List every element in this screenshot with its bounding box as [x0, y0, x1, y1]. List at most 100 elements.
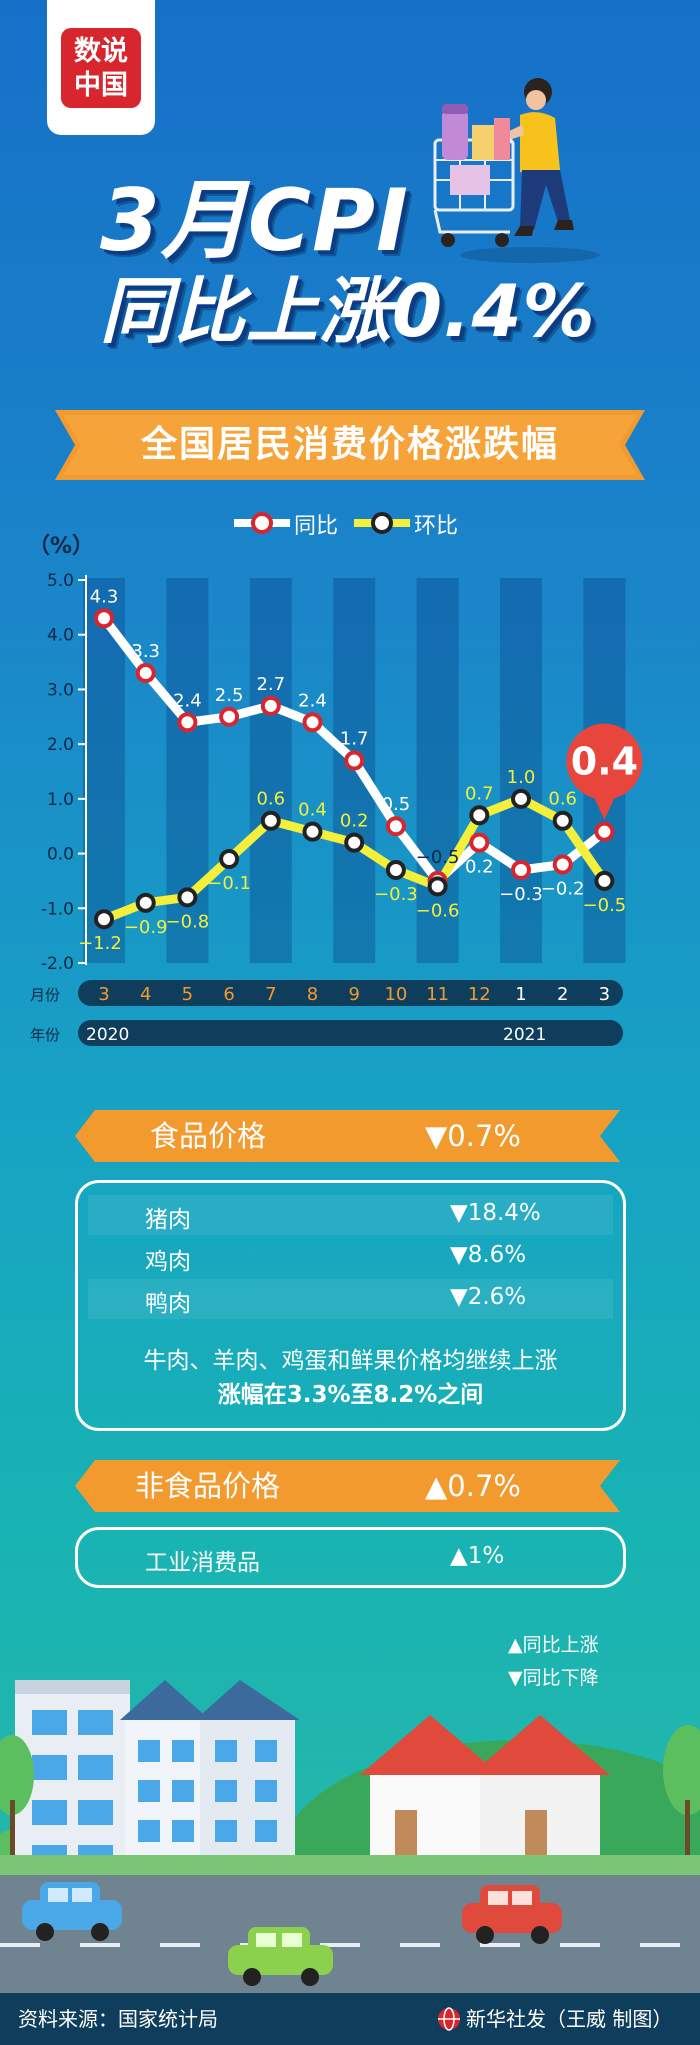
food-bar-shape — [75, 1110, 620, 1162]
food-item-duck-change: ▼2.6% — [450, 1284, 527, 1310]
xinhua-globe-icon — [438, 2007, 460, 2031]
mom-data-label: 0.2 — [340, 811, 369, 832]
mom-data-label: −0.5 — [583, 895, 627, 916]
yoy-data-label: 0.2 — [465, 857, 494, 878]
x-tick-label: 2 — [557, 984, 568, 1005]
y-tick-label: -2.0 — [41, 954, 74, 974]
mom-data-label: 0.7 — [465, 783, 494, 804]
yoy-data-label: 2.7 — [256, 674, 285, 695]
footer-source: 资料来源：国家统计局 — [18, 2007, 218, 2031]
data-point — [552, 854, 573, 875]
year-axis-label: 年份 — [30, 1026, 60, 1044]
yoy-data-label: 3.3 — [131, 641, 160, 662]
mom-data-label: −0.9 — [124, 917, 168, 938]
legend-yoy-marker — [234, 512, 290, 534]
food-item-duck: 鸭肉 — [145, 1291, 191, 1317]
row-bg — [88, 1279, 613, 1319]
food-item-chicken-change: ▼8.6% — [450, 1242, 527, 1268]
data-point — [552, 810, 573, 831]
shopper-illustration — [433, 78, 600, 263]
blue-car-icon — [22, 1882, 122, 1941]
nonfood-item-industrial: 工业消费品 — [145, 1550, 260, 1576]
yoy-data-label: −0.5 — [416, 847, 460, 868]
food-detail-box: 猪肉 ▼18.4% 鸡肉 ▼8.6% 鸭肉 ▼2.6% 牛肉、羊肉、鸡蛋和鲜果价… — [75, 1180, 626, 1431]
legend-yoy-label: 同比 — [294, 514, 339, 539]
food-title: 食品价格 — [150, 1119, 267, 1153]
cpi-line-chart: （%） 5.0 4.0 3.0 2.0 1.0 0.0 -1.0 -2.0 4.3 3.3 2.4… — [28, 534, 643, 1046]
x-tick-label: 3 — [98, 984, 109, 1005]
x-tick-label: 11 — [426, 984, 449, 1005]
y-axis: 5.0 4.0 3.0 2.0 1.0 0.0 -1.0 -2.0 — [41, 571, 87, 974]
data-point — [135, 663, 156, 684]
y-tick-label: -1.0 — [41, 899, 74, 919]
data-point — [177, 712, 198, 733]
mom-data-label: −0.6 — [416, 900, 460, 921]
data-point — [469, 805, 490, 826]
x-tick-label: 4 — [140, 984, 151, 1005]
legend-mom-marker — [354, 512, 410, 534]
logo-line2: 中国 — [74, 70, 128, 101]
mom-data-label: 0.4 — [298, 800, 327, 821]
food-item-chicken: 鸡肉 — [145, 1249, 191, 1275]
year-axis-bar — [78, 1020, 623, 1046]
x-tick-label: 8 — [307, 984, 318, 1005]
nonfood-detail-box: 工业消费品 ▲1% — [75, 1527, 626, 1588]
data-point — [594, 870, 615, 891]
mom-data-label: 0.6 — [256, 789, 285, 810]
logo: 数说 中国 — [47, 0, 155, 135]
data-point — [344, 832, 365, 853]
footer-credit: 新华社发（王威 制图） — [466, 2007, 673, 2031]
food-note-line1: 牛肉、羊肉、鸡蛋和鲜果价格均继续上涨 — [143, 1348, 558, 1374]
nonfood-bar-shape — [75, 1460, 620, 1512]
mom-data-label: −0.1 — [207, 873, 251, 894]
data-point — [177, 887, 198, 908]
y-axis-label: （%） — [28, 534, 94, 559]
symbol-legend-up: ▲同比上涨 — [508, 1634, 599, 1656]
logo-seal: 数说 中国 — [61, 28, 141, 108]
x-tick-label: 12 — [468, 984, 491, 1005]
column-band — [500, 578, 542, 963]
x-tick-label: 3 — [599, 984, 610, 1005]
food-item-pork: 猪肉 — [145, 1207, 191, 1233]
title-ribbon — [55, 410, 645, 480]
column-band — [249, 578, 292, 963]
row-bg — [88, 1195, 613, 1235]
y-tick-label: 1.0 — [47, 790, 74, 810]
legend-mom-label: 环比 — [414, 514, 459, 539]
yoy-data-label: −0.3 — [499, 884, 543, 905]
month-axis-label: 月份 — [30, 986, 60, 1004]
food-item-pork-change: ▼18.4% — [450, 1200, 541, 1226]
yoy-data-label: 0.5 — [382, 794, 411, 815]
footer: 资料来源：国家统计局 新华社发（王威 制图） — [0, 1993, 700, 2045]
year-label: 2021 — [503, 1025, 546, 1045]
chart-title: 全国居民消费价格涨跌幅 — [140, 424, 559, 465]
y-tick-label: 0.0 — [47, 845, 74, 865]
x-tick-label: 9 — [348, 984, 359, 1005]
food-change: ▼0.7% — [425, 1119, 521, 1153]
x-tick-label: 7 — [265, 984, 276, 1005]
nonfood-item-industrial-change: ▲1% — [450, 1543, 505, 1569]
headline-line1: 3月CPI — [100, 171, 409, 271]
logo-line1: 数说 — [74, 36, 128, 67]
callout: 0.4 — [566, 723, 643, 820]
mom-data-label: −1.2 — [78, 933, 122, 954]
mom-data-label: −0.8 — [166, 911, 210, 932]
town-scenery — [0, 1680, 700, 1995]
yoy-data-label: 4.3 — [90, 586, 119, 607]
data-point — [219, 849, 240, 870]
data-point — [302, 821, 323, 842]
column-band — [416, 578, 459, 963]
mom-data-label: −0.3 — [374, 884, 418, 905]
red-car-icon — [462, 1885, 562, 1944]
symbol-legend-down: ▼同比下降 — [508, 1667, 599, 1689]
data-point — [427, 876, 448, 897]
data-point — [94, 909, 114, 930]
nonfood-title: 非食品价格 — [135, 1469, 281, 1503]
yoy-data-label: 2.5 — [215, 685, 244, 706]
series-points — [94, 608, 615, 930]
data-labels: 4.33.32.4 2.52.72.41.70.5−0.5 0.2−0.3−0.2−… — [78, 586, 626, 954]
y-tick-label: 4.0 — [47, 626, 74, 646]
data-point — [260, 810, 281, 831]
